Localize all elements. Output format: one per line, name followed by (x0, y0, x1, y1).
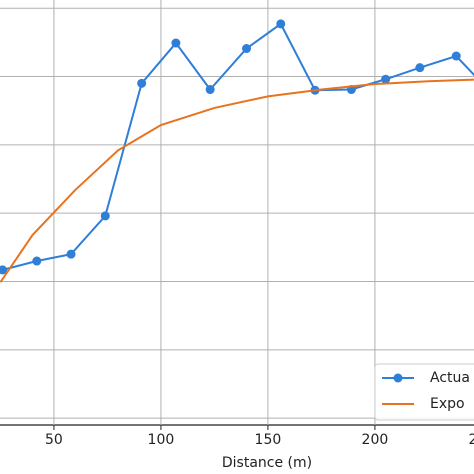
x-tick-label: 250 (469, 432, 474, 448)
x-tick-label: 200 (362, 432, 389, 448)
grid (0, 0, 474, 425)
point (66, 249, 76, 259)
plot-area (0, 19, 474, 283)
x-tick-label: 150 (255, 432, 282, 448)
point (451, 51, 461, 61)
point (205, 85, 215, 95)
x-tick-label: 100 (148, 432, 175, 448)
point (381, 74, 391, 84)
legend: Actua Expo (374, 363, 474, 421)
point (276, 19, 286, 29)
x-tick-label: 50 (45, 432, 63, 448)
legend-marker (393, 373, 403, 383)
point (32, 256, 42, 266)
point (171, 38, 181, 48)
legend-label: Expo (430, 396, 465, 412)
point (0, 265, 8, 275)
line (0, 78, 474, 283)
legend-label: Actua (430, 370, 470, 386)
point (100, 211, 110, 221)
x-axis-label: Distance (m) (222, 455, 312, 471)
point (137, 78, 147, 88)
line (2, 22, 474, 271)
point (415, 63, 425, 73)
point (242, 44, 252, 54)
